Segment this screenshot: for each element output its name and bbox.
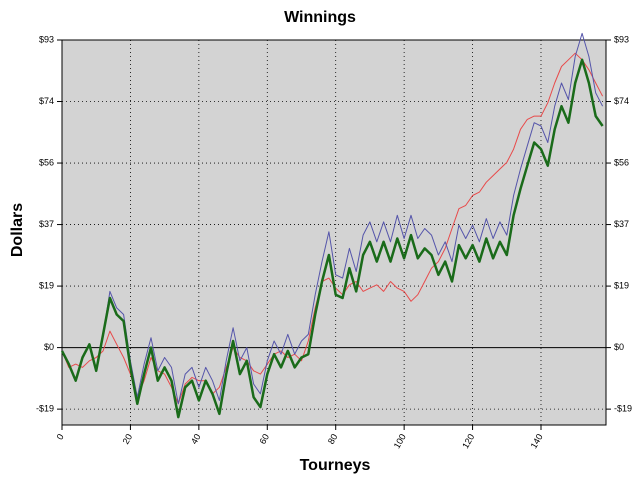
y2-tick-label: $56 — [614, 157, 629, 167]
y-axis-label: Dollars — [9, 203, 26, 257]
y2-tick-label: $19 — [614, 280, 629, 290]
y-tick-label: $56 — [39, 157, 54, 167]
y2-tick-label: $37 — [614, 219, 629, 229]
x-tick-label: 140 — [529, 432, 545, 450]
x-tick-label: 40 — [189, 432, 203, 446]
chart-title: Winnings — [284, 9, 356, 26]
x-tick-label: 100 — [392, 432, 408, 450]
y2-tick-label: $74 — [614, 96, 629, 106]
y-tick-label: $19 — [39, 280, 54, 290]
y2-tick-label: -$19 — [614, 403, 632, 413]
y-tick-label: $0 — [44, 342, 54, 352]
y2-tick-label: $93 — [614, 34, 629, 44]
y2-tick-label: $0 — [614, 342, 624, 352]
x-tick-label: 20 — [121, 432, 135, 446]
series-line — [60, 58, 604, 419]
y-tick-label: -$19 — [36, 403, 54, 413]
x-tick-label: 60 — [257, 432, 271, 446]
series-line — [61, 32, 604, 405]
y-tick-label: $37 — [39, 219, 54, 229]
x-tick-label: 120 — [460, 432, 476, 450]
x-axis-label: Tourneys — [300, 457, 371, 474]
x-tick-label: 80 — [326, 432, 340, 446]
y-tick-label: $74 — [39, 96, 54, 106]
series-line — [61, 52, 604, 405]
y-tick-label: $93 — [39, 34, 54, 44]
x-tick-label: 0 — [55, 432, 66, 441]
